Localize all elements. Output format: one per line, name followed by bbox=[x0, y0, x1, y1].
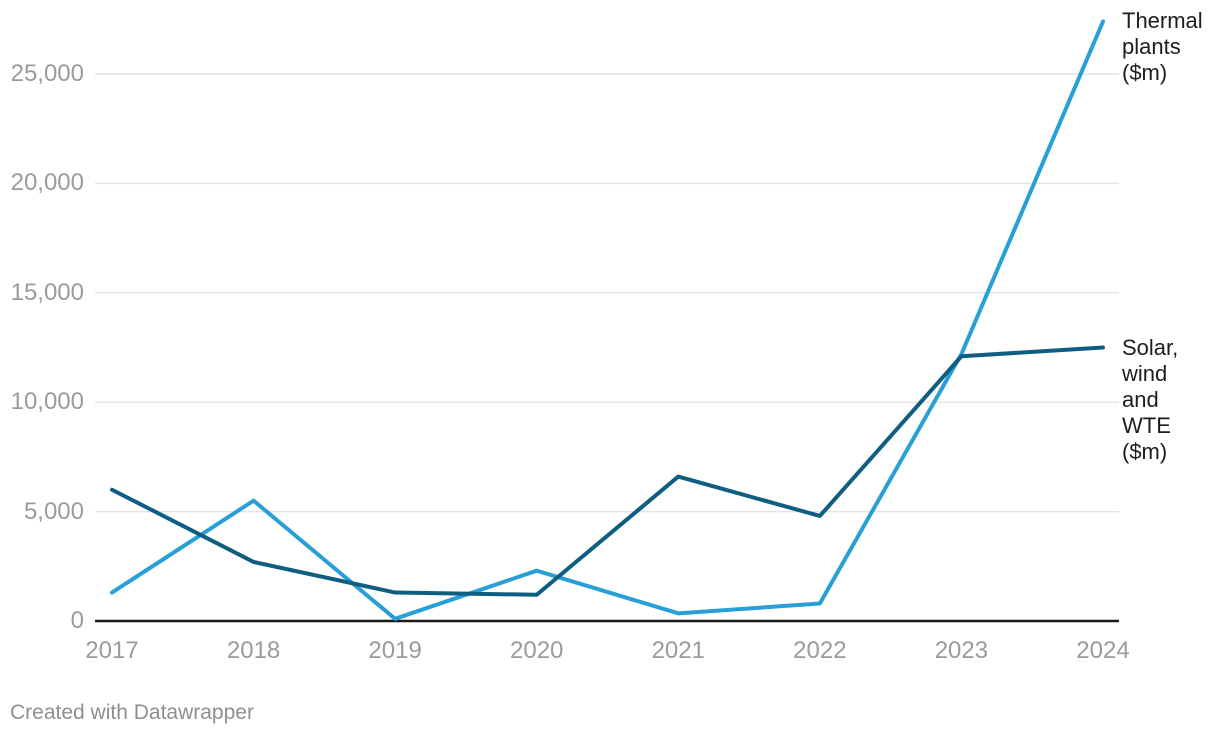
attribution-text: Created with Datawrapper bbox=[10, 701, 254, 724]
series-line-thermal-plants bbox=[110, 19, 1105, 621]
x-tick-label: 2019 bbox=[368, 637, 422, 664]
y-tick-label: 5,000 bbox=[23, 497, 84, 525]
series-label-solar-wind-wte: Solar, wind and WTE ($m) bbox=[1122, 334, 1179, 464]
x-tick-label: 2021 bbox=[651, 637, 705, 664]
x-tick-label: 2017 bbox=[85, 637, 139, 664]
y-tick-label: 25,000 bbox=[10, 60, 84, 87]
x-tick-label: 2024 bbox=[1076, 637, 1130, 664]
y-tick-label: 15,000 bbox=[10, 278, 84, 306]
y-tick-label: 0 bbox=[70, 607, 84, 634]
x-tick-label: 2023 bbox=[934, 637, 989, 664]
series-label-thermal-plants: Thermal plants ($m) bbox=[1122, 8, 1203, 86]
series-line-solar-wind-wte bbox=[110, 345, 1105, 597]
x-tick-label: 2018 bbox=[226, 637, 281, 664]
y-tick-label: 10,000 bbox=[10, 388, 84, 416]
x-tick-label: 2020 bbox=[510, 637, 564, 664]
y-tick-label: 20,000 bbox=[10, 169, 84, 197]
x-tick-label: 2022 bbox=[793, 637, 847, 664]
